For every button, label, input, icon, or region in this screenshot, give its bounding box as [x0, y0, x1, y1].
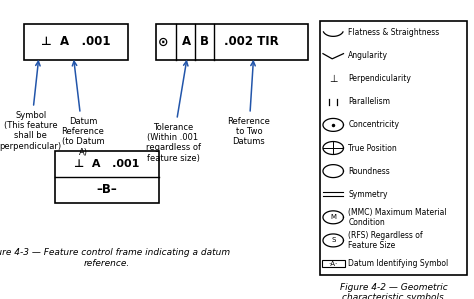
- Text: Symmetry: Symmetry: [348, 190, 388, 199]
- Text: Symbol
(This feature
shall be
perpendicular): Symbol (This feature shall be perpendicu…: [0, 61, 62, 151]
- Text: Figure 4-2 — Geometric
characteristic symbols.: Figure 4-2 — Geometric characteristic sy…: [340, 283, 448, 299]
- Text: True Position: True Position: [348, 144, 397, 152]
- Bar: [24, 24, 128, 60]
- Text: Tolerance
(Within .001
regardless of
feature size): Tolerance (Within .001 regardless of fea…: [146, 61, 201, 163]
- Text: (RFS) Regardless of
Feature Size: (RFS) Regardless of Feature Size: [348, 231, 423, 250]
- Text: ⊥  A   .001: ⊥ A .001: [74, 159, 139, 169]
- Bar: [320, 21, 467, 275]
- Text: –B–: –B–: [96, 183, 117, 196]
- Text: M: M: [330, 214, 336, 220]
- Text: Flatness & Straightness: Flatness & Straightness: [348, 28, 440, 37]
- Text: S: S: [331, 237, 336, 243]
- Bar: [322, 260, 345, 267]
- Text: Angularity: Angularity: [348, 51, 388, 60]
- Text: ⊙: ⊙: [158, 35, 169, 48]
- Text: Datum Identifying Symbol: Datum Identifying Symbol: [348, 259, 448, 268]
- Text: ⊥  A   .001: ⊥ A .001: [41, 35, 110, 48]
- Text: Concentricity: Concentricity: [348, 120, 400, 129]
- Text: Perpendicularity: Perpendicularity: [348, 74, 411, 83]
- Text: B: B: [201, 35, 209, 48]
- Text: Reference
to Two
Datums: Reference to Two Datums: [228, 61, 270, 147]
- Text: ⊥: ⊥: [329, 74, 337, 84]
- Text: Roundness: Roundness: [348, 167, 390, 176]
- Text: .002 TIR: .002 TIR: [224, 35, 279, 48]
- Text: (MMC) Maximum Material
Condition: (MMC) Maximum Material Condition: [348, 208, 447, 227]
- Bar: [55, 151, 159, 203]
- Bar: [156, 24, 308, 60]
- Text: Datum
Reference
(to Datum
A): Datum Reference (to Datum A): [62, 61, 104, 157]
- Text: ·A·: ·A·: [328, 260, 338, 266]
- Text: A: A: [182, 35, 191, 48]
- Text: Figure 4-3 — Feature control frame indicating a datum
reference.: Figure 4-3 — Feature control frame indic…: [0, 248, 230, 268]
- Text: Parallelism: Parallelism: [348, 97, 391, 106]
